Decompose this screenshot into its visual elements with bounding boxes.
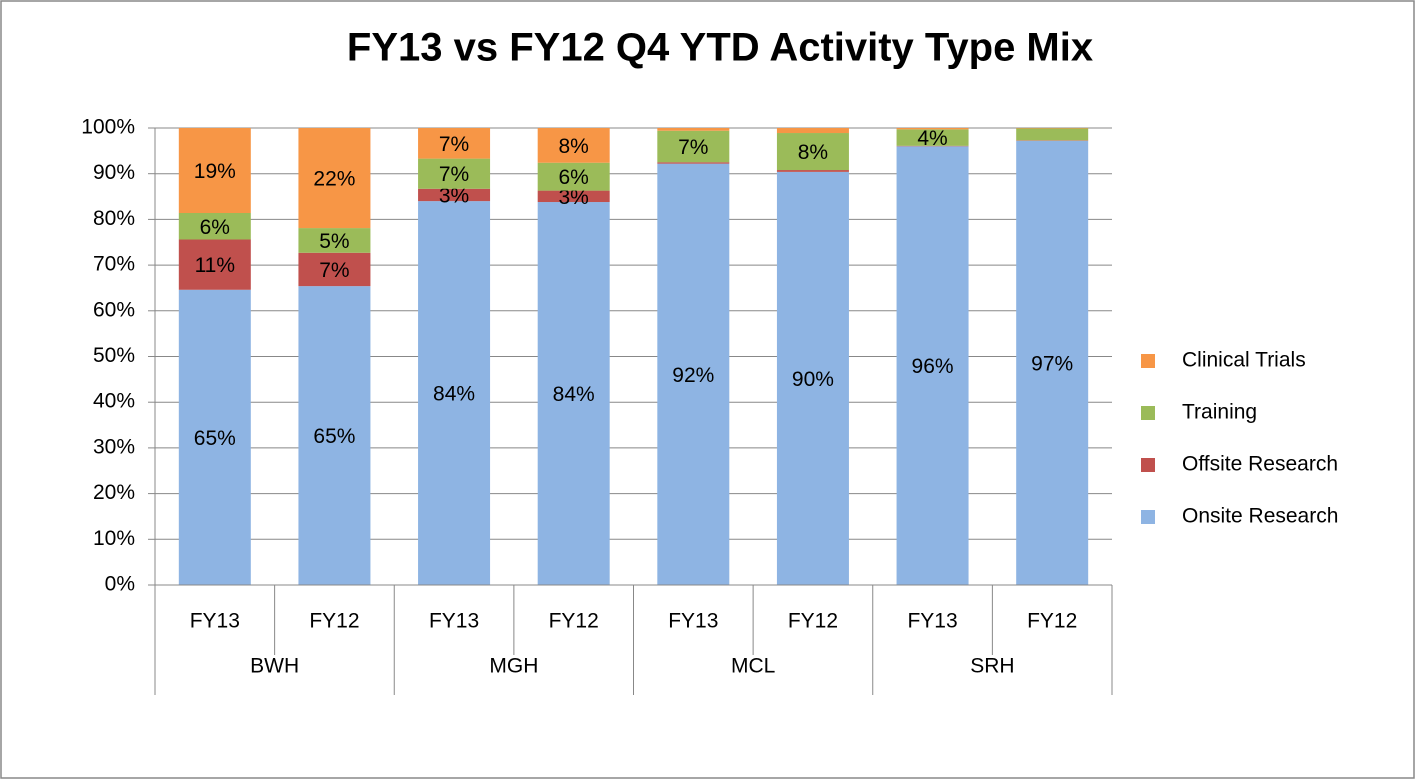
data-label: 84% [553,383,595,406]
data-label: 90% [792,368,834,391]
y-tick-label: 10% [93,527,135,550]
bar-segment [298,228,371,253]
bar-segment [657,163,730,585]
y-tick-label: 80% [93,207,135,230]
bar-segment [1016,140,1089,585]
bar-segment [418,158,491,189]
bar-segment [418,201,491,585]
legend-label: Offsite Research [1182,453,1338,476]
x-tick-label: FY12 [1027,610,1077,633]
data-label: 3% [439,184,469,207]
x-tick-label: FY12 [549,610,599,633]
y-tick-label: 50% [93,344,135,367]
bar-segment [776,128,849,134]
x-tick-label: FY12 [788,610,838,633]
bar-segment [418,128,491,159]
bar-segment [537,202,610,585]
bar-segment [178,289,251,585]
bar-segment [1016,128,1089,141]
data-label: 8% [798,141,828,164]
bar-segment [298,128,371,229]
x-tick-label: FY13 [907,610,957,633]
bar-segment [537,128,610,163]
data-label: 6% [559,166,589,189]
legend-label: Training [1182,401,1257,424]
bar-segment [657,130,730,163]
data-label: 7% [678,136,708,159]
bar-segment [896,129,969,146]
data-label: 22% [313,168,355,191]
bar-segment [178,213,251,240]
data-label: 65% [194,427,236,450]
bar-segment [178,239,251,290]
bar-segment [776,171,849,585]
chart-title: FY13 vs FY12 Q4 YTD Activity Type Mix [347,26,1093,70]
bar-segment [657,128,730,131]
data-label: 7% [439,133,469,156]
x-tick-label: FY13 [668,610,718,633]
data-label: 92% [672,364,714,387]
bar-segment [298,286,371,585]
bar-segment [178,128,251,214]
data-label: 6% [200,216,230,239]
x-tick-label: FY12 [309,610,359,633]
legend-label: Clinical Trials [1182,349,1306,372]
y-tick-label: 0% [105,573,135,596]
x-tick-label: FY13 [429,610,479,633]
legend-swatch [1141,510,1155,524]
data-label: 7% [439,163,469,186]
bar-segment [896,146,969,585]
y-tick-label: 20% [93,481,135,504]
data-label: 5% [319,230,349,253]
data-label: 19% [194,160,236,183]
y-tick-label: 40% [93,390,135,413]
legend-swatch [1141,458,1155,472]
data-label: 96% [912,355,954,378]
data-label: 3% [559,186,589,209]
bar-segment [776,133,849,171]
data-label: 8% [559,135,589,158]
bar-segment [776,170,849,172]
data-label: 84% [433,383,475,406]
legend-swatch [1141,354,1155,368]
legend-label: Onsite Research [1182,505,1338,528]
bar-segment [298,252,371,287]
y-tick-label: 30% [93,435,135,458]
legend-swatch [1141,406,1155,420]
group-label: BWH [250,655,299,678]
y-tick-label: 100% [81,116,135,139]
bar-segment [657,162,730,164]
group-label: MCL [731,655,775,678]
x-tick-label: FY13 [190,610,240,633]
y-tick-label: 70% [93,253,135,276]
data-label: 11% [195,254,235,277]
y-tick-label: 60% [93,298,135,321]
bar-segment [896,128,969,130]
group-label: SRH [970,655,1014,678]
bar-segment [537,190,610,203]
y-tick-label: 90% [93,161,135,184]
group-label: MGH [489,655,538,678]
bar-segment [537,162,610,191]
data-label: 7% [319,259,349,282]
bar-segment [418,188,491,202]
data-label: 97% [1031,352,1073,375]
data-label: 65% [313,425,355,448]
data-label: 4% [917,127,947,150]
